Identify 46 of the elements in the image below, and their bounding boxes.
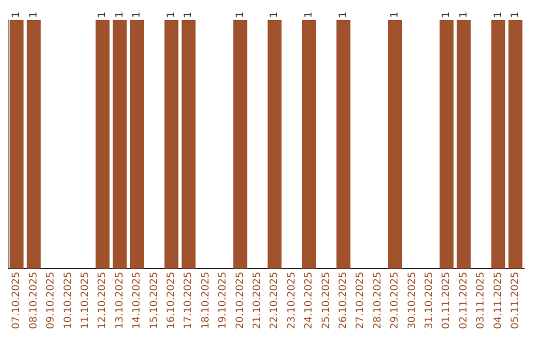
x-tick-label: 31.10.2025 xyxy=(424,272,435,330)
data-label: 1 xyxy=(338,12,349,18)
data-label: 1 xyxy=(132,12,143,18)
x-tick-label: 21.10.2025 xyxy=(252,272,263,330)
data-label: 1 xyxy=(183,12,194,18)
x-tick-label: 02.11.2025 xyxy=(458,272,470,330)
data-label: 1 xyxy=(166,12,177,18)
x-tick-label: 13.10.2025 xyxy=(114,272,126,330)
x-tick-label: 09.10.2025 xyxy=(46,272,57,330)
x-tick-label: 07.10.2025 xyxy=(11,272,22,330)
data-label: 1 xyxy=(510,12,521,18)
x-tick-label: 30.10.2025 xyxy=(406,272,418,330)
x-tick-label: 05.11.2025 xyxy=(510,272,521,330)
x-tick-label: 26.10.2025 xyxy=(338,272,349,330)
x-tick-label: 14.10.2025 xyxy=(132,272,143,330)
x-tick-label: 18.10.2025 xyxy=(200,272,212,330)
x-tick-label: 08.10.2025 xyxy=(28,272,40,330)
x-tick-label: 29.10.2025 xyxy=(390,272,401,330)
data-label: 1 xyxy=(97,12,108,18)
data-label: 1 xyxy=(492,12,504,18)
data-label: 1 xyxy=(304,12,315,18)
x-tick-label: 11.10.2025 xyxy=(80,272,91,330)
data-label: 1 xyxy=(269,12,280,18)
data-label: 1 xyxy=(458,12,470,18)
x-tick-label: 01.11.2025 xyxy=(441,272,452,330)
x-tick-label: 10.10.2025 xyxy=(62,272,74,330)
x-tick-label: 16.10.2025 xyxy=(166,272,177,330)
x-tick-label: 25.10.2025 xyxy=(320,272,332,330)
x-tick-label: 15.10.2025 xyxy=(148,272,160,330)
x-tick-label: 04.11.2025 xyxy=(492,272,504,330)
x-tick-label: 12.10.2025 xyxy=(97,272,108,330)
data-label: 1 xyxy=(441,12,452,18)
x-tick-label: 17.10.2025 xyxy=(183,272,194,330)
data-label: 1 xyxy=(11,12,22,18)
x-tick-label: 28.10.2025 xyxy=(372,272,384,330)
x-tick-label: 03.11.2025 xyxy=(476,272,487,330)
x-tick-label: 23.10.2025 xyxy=(286,272,298,330)
data-label: 1 xyxy=(234,12,246,18)
data-label: 1 xyxy=(114,12,126,18)
x-tick-label: 27.10.2025 xyxy=(355,272,366,330)
data-label: 1 xyxy=(28,12,40,18)
data-label: 1 xyxy=(390,12,401,18)
x-tick-label: 22.10.2025 xyxy=(269,272,280,330)
x-tick-label: 24.10.2025 xyxy=(304,272,315,330)
x-tick-label: 20.10.2025 xyxy=(234,272,246,330)
x-tick-label: 19.10.2025 xyxy=(218,272,229,330)
